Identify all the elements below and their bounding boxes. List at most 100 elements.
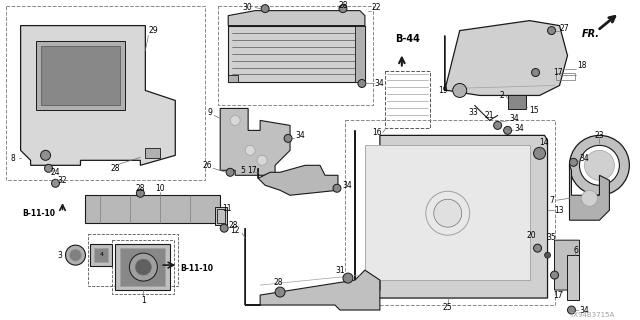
Bar: [90, 244, 113, 266]
Circle shape: [45, 164, 52, 172]
Circle shape: [129, 253, 157, 281]
Circle shape: [136, 189, 145, 197]
Circle shape: [284, 134, 292, 142]
Circle shape: [261, 5, 269, 12]
Circle shape: [434, 199, 461, 227]
Circle shape: [570, 135, 629, 195]
Text: 22: 22: [372, 3, 381, 12]
Bar: [556, 73, 575, 81]
Text: 28: 28: [111, 164, 120, 173]
Text: 15: 15: [529, 106, 539, 115]
Polygon shape: [258, 165, 338, 195]
Bar: [215, 207, 227, 225]
Text: 33: 33: [468, 108, 477, 117]
Circle shape: [333, 184, 341, 192]
Text: 28: 28: [136, 184, 145, 193]
Text: 28: 28: [338, 1, 348, 10]
Bar: [95, 248, 108, 262]
Text: 10: 10: [156, 184, 165, 193]
Circle shape: [532, 68, 540, 76]
Circle shape: [570, 158, 577, 166]
Text: 26: 26: [203, 161, 212, 170]
Text: 34: 34: [509, 114, 520, 123]
Bar: [115, 244, 170, 290]
Bar: [36, 41, 125, 110]
Circle shape: [65, 245, 86, 265]
Text: B-11-10: B-11-10: [22, 209, 56, 218]
Text: 16: 16: [372, 128, 382, 137]
Text: 5: 5: [240, 166, 245, 175]
Text: 28: 28: [273, 277, 283, 287]
Text: 14: 14: [540, 138, 549, 147]
Circle shape: [548, 27, 556, 35]
Text: 34: 34: [375, 79, 385, 88]
Text: 4: 4: [99, 252, 104, 257]
Text: 17: 17: [553, 291, 563, 300]
Text: 34: 34: [515, 124, 524, 133]
Circle shape: [545, 252, 550, 258]
Bar: [113, 240, 174, 294]
Polygon shape: [228, 11, 365, 26]
Text: 27: 27: [559, 24, 569, 33]
Polygon shape: [445, 20, 568, 95]
Bar: [86, 195, 220, 223]
Text: 25: 25: [443, 302, 452, 312]
Text: 35: 35: [547, 233, 556, 242]
Text: 34: 34: [342, 181, 352, 190]
Text: 23: 23: [595, 131, 604, 140]
Bar: [568, 255, 579, 300]
Circle shape: [257, 155, 267, 165]
Circle shape: [136, 259, 151, 275]
Circle shape: [52, 179, 60, 187]
Text: 34: 34: [295, 131, 305, 140]
Text: 30: 30: [243, 3, 252, 12]
Polygon shape: [20, 26, 175, 165]
Text: 20: 20: [527, 231, 536, 240]
Text: 17: 17: [248, 166, 257, 175]
Text: 21: 21: [485, 111, 495, 120]
Circle shape: [230, 116, 240, 125]
Circle shape: [220, 224, 228, 232]
Bar: [217, 209, 225, 223]
Text: 18: 18: [577, 61, 587, 70]
Circle shape: [579, 145, 620, 185]
Text: 32: 32: [58, 176, 67, 185]
Text: 13: 13: [554, 206, 564, 215]
Text: 29: 29: [148, 26, 158, 35]
Polygon shape: [570, 165, 609, 220]
Circle shape: [550, 271, 559, 279]
Text: 28: 28: [228, 221, 237, 230]
Circle shape: [226, 168, 234, 176]
Bar: [365, 145, 529, 280]
Circle shape: [493, 121, 502, 129]
Text: 9: 9: [207, 108, 212, 117]
Circle shape: [275, 287, 285, 297]
Text: 6: 6: [573, 246, 578, 255]
Polygon shape: [228, 26, 365, 83]
Text: TX94B3715A: TX94B3715A: [570, 312, 615, 318]
Circle shape: [339, 5, 347, 12]
Text: B-44: B-44: [395, 34, 420, 44]
Text: FR.: FR.: [581, 28, 600, 39]
Text: 19: 19: [438, 86, 448, 95]
Circle shape: [504, 126, 511, 134]
Circle shape: [534, 147, 545, 159]
Polygon shape: [355, 130, 548, 298]
Text: 34: 34: [579, 306, 589, 315]
Text: 3: 3: [58, 251, 63, 260]
Bar: [345, 120, 554, 305]
Bar: [218, 6, 373, 105]
Bar: [508, 95, 525, 109]
Circle shape: [40, 150, 51, 160]
Circle shape: [358, 79, 366, 87]
Text: 34: 34: [579, 154, 589, 163]
Text: 31: 31: [335, 266, 345, 275]
Polygon shape: [355, 26, 365, 83]
Text: 11: 11: [222, 204, 232, 213]
Polygon shape: [554, 240, 579, 290]
Text: 2: 2: [500, 91, 504, 100]
Circle shape: [343, 273, 353, 283]
Circle shape: [582, 190, 597, 206]
Polygon shape: [245, 228, 380, 310]
Bar: [120, 248, 165, 286]
